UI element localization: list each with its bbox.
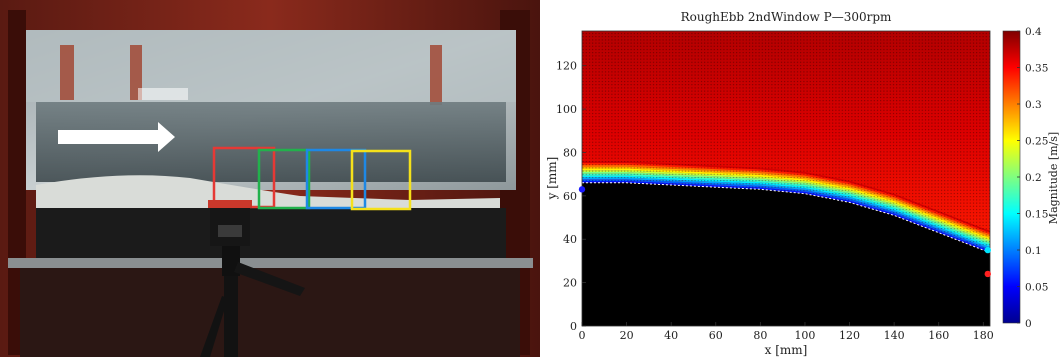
- x-tick-label: 140: [884, 329, 905, 342]
- colorbar-tick-label: 0.25: [1025, 136, 1048, 148]
- boundary-marker: [984, 246, 991, 254]
- velocity-field-chart: RoughEbb 2ndWindow P—300rpm 0 20 40 60 80 100…: [545, 10, 1060, 357]
- y-axis-label: y [mm]: [545, 157, 559, 201]
- colorbar-ticks: 0 0.05 0.1 0.15 0.2 0.25 0.3 0.35 0.4: [1017, 26, 1048, 330]
- y-tick-label: 0: [570, 320, 577, 333]
- y-tick-label: 80: [563, 146, 577, 159]
- x-tick-label: 100: [794, 329, 815, 342]
- colorbar-label: Magnitude [m/s]: [1047, 132, 1060, 224]
- y-tick-label: 40: [563, 233, 577, 246]
- fov-box-green: [257, 148, 311, 210]
- x-axis-ticks: 0 20 40 60 80 100 120 140 160 180: [579, 322, 994, 342]
- colorbar-tick-label: 0.2: [1025, 172, 1042, 184]
- colorbar-tick-label: 0.3: [1025, 99, 1042, 111]
- flow-direction-arrow-icon: [58, 122, 175, 152]
- x-tick-label: 160: [928, 329, 949, 342]
- bed-edge-line: [582, 182, 990, 253]
- tank-bottom: [36, 208, 506, 258]
- boundary-markers: [578, 186, 991, 278]
- camera-top: [208, 200, 252, 208]
- colorbar-tick-label: 0.4: [1025, 26, 1042, 38]
- y-tick-label: 120: [556, 60, 577, 73]
- plot-area: [582, 31, 990, 326]
- fov-box-blue: [305, 148, 367, 210]
- x-tick-label: 60: [709, 329, 723, 342]
- boundary-marker: [578, 186, 586, 193]
- x-tick-label: 120: [839, 329, 860, 342]
- y-tick-label: 60: [563, 190, 577, 203]
- x-tick-label: 180: [973, 329, 994, 342]
- x-axis-label: x [mm]: [765, 343, 808, 357]
- y-tick-label: 20: [563, 277, 577, 290]
- bed-mask: [582, 182, 990, 326]
- y-tick-label: 100: [556, 103, 577, 116]
- bed-surface: [36, 175, 500, 210]
- x-tick-label: 20: [620, 329, 634, 342]
- camera-label: [218, 225, 242, 237]
- colorbar-tick-label: 0.35: [1025, 63, 1048, 75]
- fov-box-yellow: [350, 149, 412, 211]
- background-sign: [138, 88, 188, 100]
- background-post: [60, 45, 74, 100]
- background-post: [430, 45, 442, 105]
- plot-frame: [581, 30, 991, 327]
- background-post: [130, 45, 142, 100]
- colorbar-tick-label: 0.15: [1025, 209, 1048, 221]
- flume-photo: [0, 0, 540, 357]
- tripod-leg: [200, 296, 228, 357]
- x-tick-label: 0: [579, 329, 586, 342]
- colorbar-tick-label: 0.1: [1025, 245, 1042, 257]
- support-rail: [8, 258, 533, 268]
- x-tick-label: 80: [753, 329, 767, 342]
- colorbar-tick-label: 0.05: [1025, 282, 1048, 294]
- colorbar-tick-label: 0: [1025, 318, 1032, 330]
- tripod-handle: [234, 262, 305, 296]
- chart-title: RoughEbb 2ndWindow P—300rpm: [681, 10, 892, 24]
- boundary-marker: [984, 270, 991, 278]
- tripod-leg: [224, 276, 238, 357]
- x-tick-label: 40: [664, 329, 678, 342]
- y-axis-ticks: 0 20 40 60 80 100 120: [556, 60, 586, 333]
- upper-glass-reflection: [26, 30, 516, 102]
